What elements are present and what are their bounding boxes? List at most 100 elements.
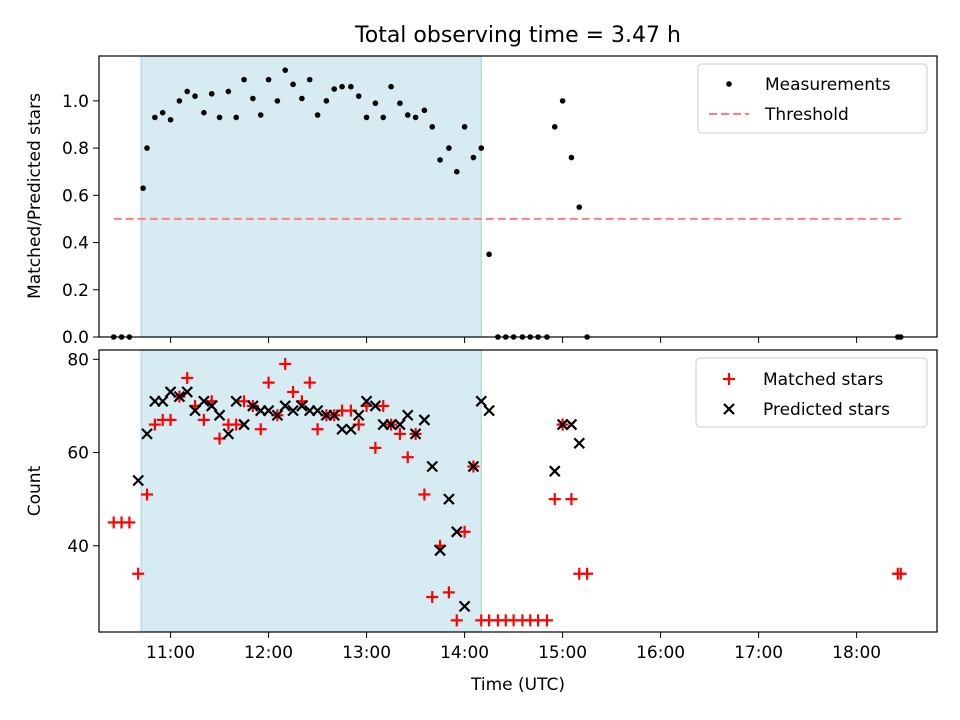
measurement-point [372, 100, 379, 107]
predicted-star-point [164, 386, 177, 398]
predicted-star-point [156, 395, 169, 408]
x-tick-label: 15:00 [538, 643, 587, 663]
measurement-point [355, 93, 362, 99]
x-tick-label: 13:00 [342, 643, 391, 663]
measurement-point [323, 98, 330, 104]
matched-star-point [230, 418, 243, 431]
predicted-star-point [222, 428, 235, 440]
measurement-point [152, 114, 158, 121]
legend-matched-label: Matched stars [763, 370, 883, 390]
measurement-point [421, 107, 428, 114]
measurement-point [140, 185, 146, 192]
predicted-star-point [262, 404, 275, 417]
predicted-star-point [198, 395, 210, 408]
matched-star-point [393, 427, 406, 440]
count-panel: 40 60 80 11:00 12:00 13:00 14:00 15:00 16:00 17:… [25, 349, 938, 695]
ratio-axes-frame [98, 55, 938, 338]
measurement-point [363, 114, 370, 121]
predicted-star-point [336, 423, 348, 436]
y-tick-label: 60 [67, 444, 89, 464]
matched-star-point [540, 614, 553, 627]
measurement-point [461, 124, 468, 130]
measurement-point [486, 251, 492, 258]
matched-star-point [262, 376, 275, 389]
measurement-point [201, 109, 207, 116]
y-tick-label: 80 [67, 350, 89, 370]
matched-star-point [369, 441, 382, 454]
matched-star-point [565, 493, 578, 506]
predicted-star-point [141, 428, 153, 440]
matched-star-point [377, 399, 390, 412]
count-y-axis-label: Count [25, 465, 45, 516]
matched-star-point [458, 525, 471, 538]
predicted-star-point [279, 400, 292, 412]
matched-star-point [123, 516, 136, 529]
x-tick-label: 18:00 [832, 643, 881, 663]
predicted-star-point [205, 400, 218, 412]
y-tick-label: 0.4 [62, 234, 89, 254]
chart-title: Total observing time = 3.47 h [354, 23, 681, 48]
ratio-y-axis-label: Matched/Predicted stars [25, 93, 45, 299]
y-tick-label: 1.0 [62, 92, 89, 112]
measurement-point [299, 95, 305, 102]
matched-star-point [418, 488, 431, 501]
legend-predicted-marker [723, 403, 735, 415]
matched-star-point [141, 488, 154, 501]
predicted-star-point [548, 465, 561, 477]
matched-star-point [254, 423, 267, 436]
predicted-star-point [556, 418, 569, 431]
legend-matched-marker [723, 373, 735, 385]
matched-star-point [279, 357, 292, 370]
measurement-point [568, 154, 575, 161]
predicted-star-point [328, 409, 341, 422]
matched-star-point [148, 418, 161, 431]
measurement-point [225, 88, 232, 95]
predicted-star-point [458, 600, 471, 613]
matched-star-point [450, 614, 463, 627]
predicted-star-point [360, 395, 373, 408]
predicted-star-point [132, 474, 144, 487]
predicted-star-point [409, 428, 422, 440]
predicted-star-point [247, 400, 259, 412]
predicted-star-point [401, 409, 414, 422]
measurement-point [380, 114, 387, 121]
measurement-point [348, 83, 354, 90]
measurement-point [257, 112, 264, 118]
measurement-point [437, 157, 443, 163]
measurement-point [397, 100, 403, 107]
measurement-point [159, 109, 166, 116]
matched-star-point [401, 451, 414, 464]
measurement-point [250, 95, 256, 102]
predicted-star-point [369, 400, 382, 412]
matched-star-point [303, 376, 316, 389]
legend-threshold-label: Threshold [764, 105, 849, 125]
predicted-star-point [230, 395, 242, 408]
predicted-star-point [181, 386, 193, 398]
predicted-star-point [394, 418, 406, 431]
ratio-y-ticks: 0.0 0.2 0.4 0.6 0.8 1.0 [62, 92, 99, 348]
measurement-point [388, 83, 394, 90]
measurement-point [184, 88, 191, 95]
x-axis-label: Time (UTC) [470, 675, 565, 695]
ratio-shaded-span [140, 55, 482, 338]
measurement-point [208, 90, 215, 97]
predicted-star-point [385, 418, 397, 431]
measurement-point [429, 124, 436, 130]
predicted-star-point [434, 544, 446, 557]
y-tick-label: 0.0 [62, 328, 89, 348]
matched-star-point [197, 413, 210, 426]
measurement-point [446, 145, 452, 151]
predicted-star-point [173, 390, 186, 403]
ratio-panel: 0.0 0.2 0.4 0.6 0.8 1.0 Matched/Predicted sta… [25, 55, 938, 348]
predicted-star-point [271, 409, 284, 422]
ratio-legend: Measurements Threshold [697, 63, 928, 134]
x-tick-label: 12:00 [244, 643, 293, 663]
x-tick-label: 17:00 [734, 643, 783, 663]
measurement-point [331, 86, 338, 92]
x-tick-label: 11:00 [146, 643, 195, 663]
measurement-point [192, 93, 198, 99]
matched-star-point [287, 385, 300, 398]
count-legend: Matched stars Predicted stars [695, 357, 928, 428]
predicted-star-point [287, 404, 299, 417]
